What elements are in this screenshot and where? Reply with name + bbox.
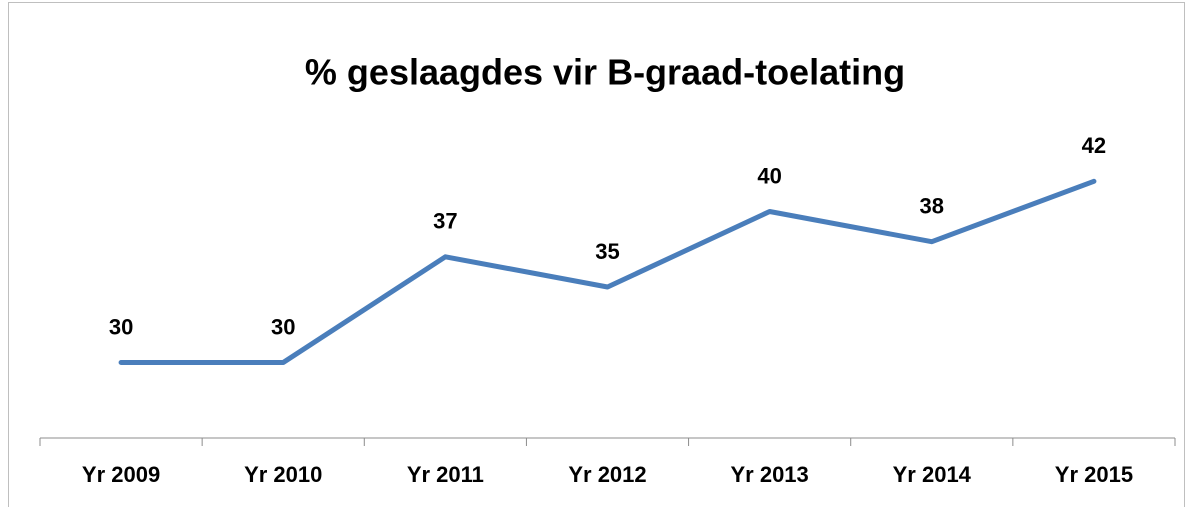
- x-tick-label: Yr 2011: [407, 462, 484, 487]
- data-label: 42: [1082, 133, 1106, 158]
- data-label: 37: [433, 209, 457, 234]
- x-tick-label: Yr 2012: [568, 462, 646, 487]
- data-label: 30: [109, 314, 133, 339]
- line: [118, 178, 1097, 365]
- x-tick-label: Yr 2010: [244, 462, 322, 487]
- data-label: 40: [757, 163, 781, 188]
- chart-frame: [8, 2, 1185, 507]
- x-tick-label: Yr 2014: [893, 462, 972, 487]
- data-label: 38: [920, 194, 944, 219]
- x-tick-label: Yr 2013: [730, 462, 808, 487]
- x-tick-label: Yr 2015: [1055, 462, 1133, 487]
- data-label: 35: [595, 239, 619, 264]
- data-label: 30: [271, 314, 295, 339]
- x-tick-label: Yr 2009: [82, 462, 160, 487]
- chart-title: % geslaagdes vir B-graad-toelating: [305, 52, 905, 93]
